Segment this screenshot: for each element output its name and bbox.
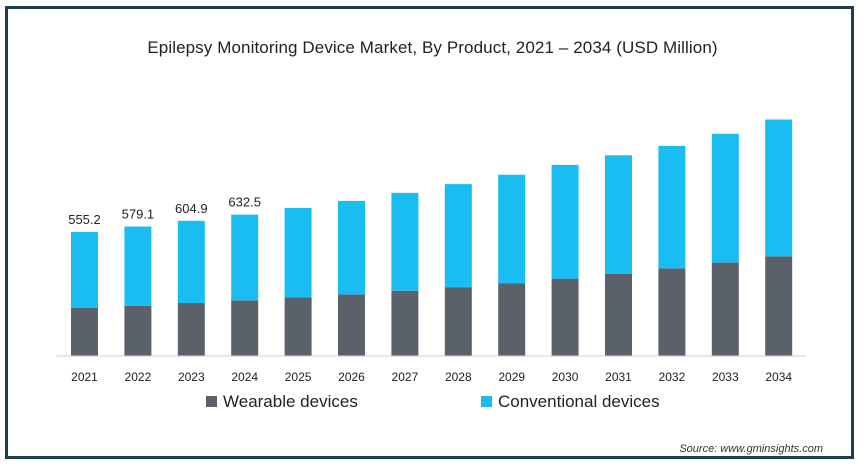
bar-wearable-2031: [605, 273, 632, 356]
legend-label-wearable: Wearable devices: [223, 392, 358, 411]
x-tick-label-2028: 2028: [445, 370, 472, 384]
legend-swatch-conventional: [481, 396, 492, 407]
bar-wearable-2023: [177, 303, 205, 356]
data-label-2023: 604.9: [175, 201, 208, 216]
bar-wearable-2034: [765, 256, 793, 356]
x-tick-label-2025: 2025: [285, 370, 312, 384]
bar-conventional-2023: [177, 220, 205, 304]
bar-wearable-2021: [71, 307, 98, 356]
x-tick-label-2027: 2027: [392, 370, 419, 384]
bar-wearable-2027: [391, 290, 419, 356]
x-tick-label-2034: 2034: [765, 370, 792, 384]
bar-wearable-2022: [124, 305, 152, 356]
x-tick-label-2026: 2026: [338, 370, 365, 384]
bar-wearable-2029: [498, 283, 526, 356]
bar-wearable-2024: [231, 300, 259, 356]
x-tick-label-2022: 2022: [125, 370, 152, 384]
legend-label-conventional: Conventional devices: [498, 392, 660, 411]
bar-wearable-2032: [658, 268, 686, 356]
bar-conventional-2026: [338, 200, 365, 295]
bar-wearable-2033: [711, 262, 739, 356]
bar-conventional-2034: [765, 119, 793, 257]
x-tick-label-2032: 2032: [659, 370, 686, 384]
bar-conventional-2029: [498, 174, 526, 284]
data-label-2021: 555.2: [68, 212, 101, 227]
x-tick-label-2033: 2033: [712, 370, 739, 384]
bar-conventional-2031: [605, 155, 632, 274]
bar-wearable-2030: [551, 278, 579, 356]
legend-swatch-wearable: [206, 396, 217, 407]
x-tick-label-2031: 2031: [605, 370, 632, 384]
data-label-2022: 579.1: [122, 207, 155, 222]
bar-conventional-2032: [658, 145, 686, 269]
data-label-2024: 632.5: [228, 195, 261, 210]
chart-title: Epilepsy Monitoring Device Market, By Pr…: [147, 38, 718, 57]
bar-conventional-2025: [284, 208, 312, 298]
bar-wearable-2025: [284, 297, 312, 356]
bar-conventional-2022: [124, 226, 152, 306]
x-tick-label-2024: 2024: [231, 370, 258, 384]
bar-wearable-2026: [338, 294, 365, 356]
source-note: Source: www.gminsights.com: [679, 443, 823, 455]
bar-wearable-2028: [444, 287, 472, 356]
bar-conventional-2028: [444, 184, 472, 288]
x-tick-label-2023: 2023: [178, 370, 205, 384]
x-tick-label-2029: 2029: [498, 370, 525, 384]
x-tick-label-2021: 2021: [71, 370, 98, 384]
x-tick-label-2030: 2030: [552, 370, 579, 384]
bar-conventional-2030: [551, 164, 579, 279]
bar-conventional-2024: [231, 214, 259, 301]
bar-conventional-2027: [391, 192, 419, 291]
bar-conventional-2033: [711, 133, 739, 263]
bar-conventional-2021: [71, 231, 98, 308]
